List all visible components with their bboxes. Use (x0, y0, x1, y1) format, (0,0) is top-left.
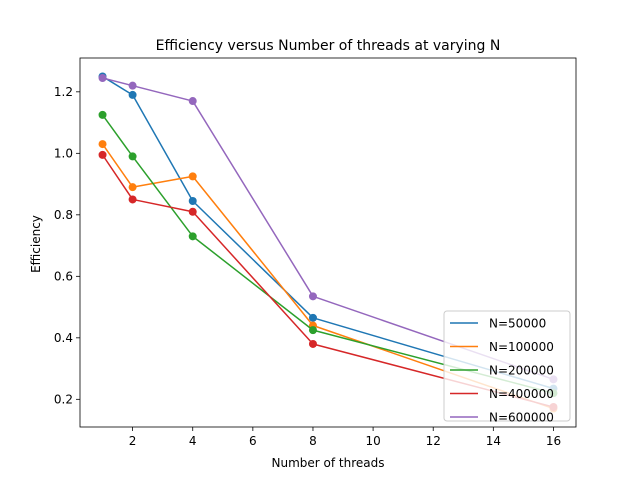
plot-area (98, 72, 558, 413)
data-point (188, 97, 197, 106)
data-point (128, 183, 137, 192)
x-tick-label: 2 (129, 434, 137, 448)
data-point (308, 313, 317, 322)
data-point (98, 140, 107, 149)
data-point (188, 196, 197, 205)
data-point (188, 232, 197, 241)
legend-label: N=400000 (489, 387, 554, 401)
data-point (128, 195, 137, 204)
x-tick-label: 6 (249, 434, 257, 448)
legend-item: N=50000 (450, 317, 546, 331)
data-point (98, 110, 107, 119)
data-point (308, 292, 317, 301)
axes-frame (79, 57, 577, 428)
chart-title: Efficiency versus Number of threads at v… (156, 38, 501, 54)
axes: 2 4 6 8 10 12 14 16 0.2 0.4 0.6 0.8 1.0 1.2 (54, 57, 577, 448)
legend-item: N=100000 (450, 340, 554, 354)
y-tick-label: 0.8 (54, 208, 73, 222)
data-point (98, 73, 107, 82)
legend-item: N=400000 (450, 387, 554, 401)
legend-label: N=50000 (489, 317, 546, 331)
data-point (128, 152, 137, 161)
legend-label: N=600000 (489, 411, 554, 425)
x-axis-label: Number of threads (272, 456, 385, 470)
y-tick-label: 0.4 (54, 331, 73, 345)
data-point (188, 207, 197, 216)
x-tick-label: 4 (189, 434, 197, 448)
y-tick-label: 0.6 (54, 269, 73, 283)
legend: N=50000 N=100000 N=200000 N=400000 N=600000 (443, 310, 571, 425)
legend-item: N=200000 (450, 364, 554, 378)
series-N=200000 (98, 110, 558, 398)
x-tick-label: 14 (486, 434, 501, 448)
data-point (188, 172, 197, 181)
x-tick-label: 8 (309, 434, 317, 448)
data-point (128, 90, 137, 99)
legend-item: N=600000 (450, 411, 554, 425)
data-point (308, 339, 317, 348)
legend-label: N=100000 (489, 340, 554, 354)
legend-label: N=200000 (489, 364, 554, 378)
x-tick-label: 12 (426, 434, 441, 448)
data-point (98, 150, 107, 159)
y-tick-label: 1.0 (54, 146, 73, 160)
data-point (308, 326, 317, 335)
y-tick-label: 1.2 (54, 85, 73, 99)
x-tick-label: 10 (365, 434, 380, 448)
y-axis-label: Efficiency (29, 215, 43, 273)
y-tick-label: 0.2 (54, 392, 73, 406)
data-point (128, 81, 137, 90)
x-tick-label: 16 (546, 434, 561, 448)
